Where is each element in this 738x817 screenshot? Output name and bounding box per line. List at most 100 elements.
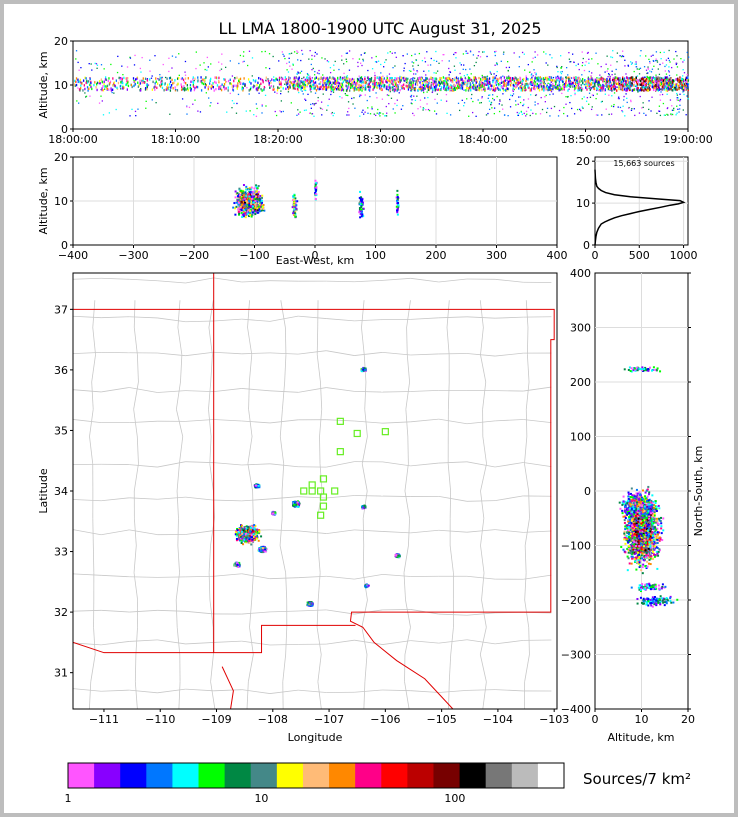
time-height-source <box>137 85 140 88</box>
time-height-source <box>656 83 659 86</box>
time-height-source <box>544 78 546 81</box>
ew-source <box>254 208 257 211</box>
time-height-source <box>638 68 640 70</box>
time-height-source <box>78 88 81 91</box>
time-height-source <box>339 88 341 91</box>
time-height-source <box>230 82 232 86</box>
time-height-source <box>611 56 614 59</box>
ew-source <box>292 196 295 199</box>
time-height-source <box>573 113 576 115</box>
time-height-source <box>134 83 137 86</box>
time-height-source <box>347 77 349 80</box>
time-height-source <box>342 80 345 83</box>
time-height-source <box>426 80 428 84</box>
time-height-source <box>268 67 271 70</box>
county-border <box>241 640 271 646</box>
time-height-source <box>617 97 619 100</box>
ew-source <box>248 191 251 194</box>
time-height-source <box>594 81 596 84</box>
time-height-source <box>505 82 507 85</box>
time-height-source <box>280 111 282 113</box>
time-height-source <box>550 87 552 90</box>
time-height-source <box>460 64 463 66</box>
county-border <box>134 654 137 682</box>
time-height-source <box>219 87 222 91</box>
time-height-source <box>395 56 397 59</box>
time-height-source <box>409 86 412 90</box>
time-height-source <box>671 105 673 107</box>
time-height-source <box>494 76 496 79</box>
time-height-source <box>686 73 688 76</box>
time-height-source <box>686 95 688 97</box>
county-border <box>403 545 409 573</box>
time-height-source <box>641 82 644 85</box>
time-height-source <box>623 83 626 86</box>
time-height-source <box>666 82 668 85</box>
time-height-source <box>280 81 282 84</box>
time-height-source <box>311 113 314 115</box>
time-height-source <box>141 81 143 85</box>
time-height-source <box>607 79 609 83</box>
time-height-source <box>206 56 209 59</box>
time-height-source <box>328 84 330 87</box>
time-height-source <box>420 77 423 80</box>
time-height-source <box>619 87 622 91</box>
time-height-source <box>643 89 646 92</box>
time-height-source <box>296 50 298 52</box>
time-height-source <box>676 105 678 107</box>
county-border <box>213 573 242 577</box>
time-height-source <box>316 53 318 55</box>
county-border <box>92 300 96 328</box>
time-height-source <box>545 62 547 64</box>
time-height-source <box>595 97 597 100</box>
time-height-source <box>84 87 86 91</box>
time-height-source <box>96 67 98 69</box>
time-height-source <box>238 78 240 81</box>
time-height-source <box>636 68 638 70</box>
time-height-source <box>204 86 206 89</box>
ew-source <box>256 196 259 199</box>
county-border <box>317 681 322 709</box>
ew-source <box>239 194 242 197</box>
time-height-source <box>532 82 535 84</box>
time-height-source <box>475 88 478 92</box>
time-height-source <box>304 89 306 91</box>
county-border <box>326 575 355 580</box>
ew-alt-tick-label: 20 <box>54 151 68 164</box>
time-height-source <box>338 82 341 85</box>
time-height-source <box>369 113 372 115</box>
time-height-source <box>135 78 137 81</box>
time-height-source <box>418 87 420 91</box>
time-height-source <box>559 71 562 73</box>
time-height-source <box>534 77 536 80</box>
time-height-source <box>639 55 641 57</box>
time-height-source <box>507 115 509 117</box>
ew-source <box>396 198 399 201</box>
time-height-source <box>303 83 305 86</box>
ew-source <box>254 206 257 209</box>
time-height-source <box>434 80 436 83</box>
time-height-source <box>142 81 144 83</box>
time-height-source <box>510 81 512 84</box>
time-height-source <box>331 111 333 114</box>
ew-source <box>293 203 296 206</box>
time-height-source <box>192 81 195 84</box>
time-height-source <box>489 80 491 84</box>
time-height-source <box>574 93 576 96</box>
time-height-source <box>550 90 553 93</box>
time-height-source <box>614 79 616 82</box>
time-height-source <box>647 80 650 83</box>
county-border <box>101 609 130 613</box>
time-height-source <box>341 83 344 86</box>
time-tick-label: 18:40:00 <box>458 133 507 146</box>
time-height-source <box>103 80 105 83</box>
county-border <box>450 627 454 655</box>
time-height-source <box>435 60 438 63</box>
time-height-source <box>676 88 678 91</box>
time-height-source <box>581 86 583 90</box>
time-height-source <box>572 81 575 85</box>
time-height-source <box>242 87 244 90</box>
time-height-source <box>78 69 80 71</box>
time-height-source <box>467 87 469 90</box>
time-height-source <box>244 84 246 87</box>
